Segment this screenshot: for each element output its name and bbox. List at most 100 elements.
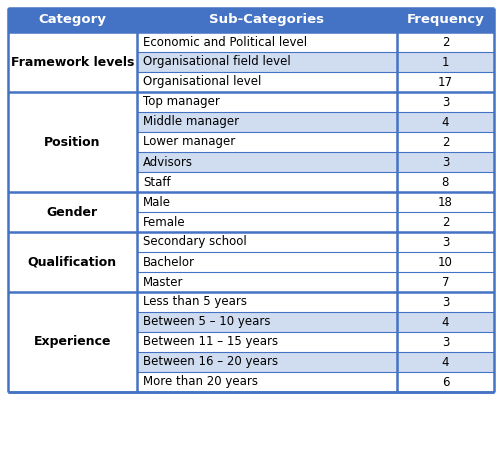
Text: Male: Male	[142, 195, 170, 208]
Text: 4: 4	[441, 355, 448, 368]
Bar	[396, 312, 493, 332]
Bar	[396, 72, 493, 92]
Text: 18: 18	[437, 195, 452, 208]
Bar	[136, 252, 396, 272]
Bar	[136, 132, 396, 152]
Text: 3: 3	[441, 156, 448, 169]
Text: 2: 2	[441, 36, 448, 49]
Bar	[8, 172, 136, 192]
Bar	[136, 312, 396, 332]
Bar	[8, 72, 136, 92]
Text: Between 5 – 10 years: Between 5 – 10 years	[142, 316, 270, 328]
Bar	[396, 172, 493, 192]
Text: Position: Position	[44, 135, 100, 148]
Bar	[396, 132, 493, 152]
Bar	[136, 112, 396, 132]
Bar	[136, 272, 396, 292]
Bar	[136, 92, 396, 112]
Bar	[136, 52, 396, 72]
Bar	[8, 252, 136, 272]
Bar	[396, 372, 493, 392]
Text: 1: 1	[441, 55, 448, 69]
Text: Organisational field level: Organisational field level	[142, 55, 290, 69]
Text: 3: 3	[441, 96, 448, 109]
Bar	[8, 152, 136, 172]
Text: Advisors: Advisors	[142, 156, 192, 169]
Bar	[8, 92, 136, 112]
Text: 3: 3	[441, 336, 448, 349]
Bar	[8, 8, 136, 32]
Bar	[136, 212, 396, 232]
Bar	[136, 152, 396, 172]
Text: 8: 8	[441, 175, 448, 189]
Bar	[396, 272, 493, 292]
Bar	[8, 212, 136, 232]
Bar	[8, 352, 136, 372]
Bar	[396, 192, 493, 212]
Bar	[136, 72, 396, 92]
Text: 2: 2	[441, 135, 448, 148]
Text: Secondary school: Secondary school	[142, 235, 246, 249]
Text: 4: 4	[441, 316, 448, 328]
Text: 3: 3	[441, 295, 448, 308]
Text: Bachelor: Bachelor	[142, 256, 194, 268]
Text: Less than 5 years: Less than 5 years	[142, 295, 246, 308]
Text: 6: 6	[441, 376, 448, 388]
Bar	[396, 332, 493, 352]
Text: Gender: Gender	[47, 206, 98, 218]
Bar	[136, 32, 396, 52]
Bar	[136, 232, 396, 252]
Text: 3: 3	[441, 235, 448, 249]
Text: Frequency: Frequency	[406, 14, 483, 27]
Bar	[396, 232, 493, 252]
Text: 4: 4	[441, 115, 448, 129]
Bar	[396, 112, 493, 132]
Bar	[8, 232, 136, 292]
Text: Master: Master	[142, 276, 183, 289]
Bar	[8, 192, 136, 232]
Text: Middle manager: Middle manager	[142, 115, 238, 129]
Bar	[396, 352, 493, 372]
Text: Category: Category	[39, 14, 106, 27]
Bar	[396, 292, 493, 312]
Bar	[8, 332, 136, 352]
Text: Experience: Experience	[34, 336, 111, 349]
Text: 17: 17	[437, 75, 452, 88]
Text: More than 20 years: More than 20 years	[142, 376, 258, 388]
Bar	[136, 372, 396, 392]
Text: 10: 10	[437, 256, 452, 268]
Bar	[8, 292, 136, 392]
Bar	[396, 152, 493, 172]
Text: 2: 2	[441, 216, 448, 229]
Bar	[8, 232, 136, 252]
Bar	[396, 252, 493, 272]
Bar	[136, 192, 396, 212]
Bar	[8, 52, 136, 72]
Bar	[8, 292, 136, 312]
Bar	[8, 132, 136, 152]
Bar	[396, 32, 493, 52]
Bar	[136, 332, 396, 352]
Bar	[136, 8, 396, 32]
Bar	[396, 52, 493, 72]
Bar	[136, 292, 396, 312]
Bar	[8, 32, 136, 52]
Text: Female: Female	[142, 216, 185, 229]
Text: Between 16 – 20 years: Between 16 – 20 years	[142, 355, 278, 368]
Text: Top manager: Top manager	[142, 96, 219, 109]
Bar	[8, 372, 136, 392]
Text: Framework levels: Framework levels	[11, 55, 134, 69]
Bar	[8, 272, 136, 292]
Bar	[396, 212, 493, 232]
Text: Qualification: Qualification	[28, 256, 117, 268]
Bar	[8, 312, 136, 332]
Text: 7: 7	[441, 276, 448, 289]
Bar	[8, 32, 136, 92]
Text: Sub-Categories: Sub-Categories	[209, 14, 324, 27]
Bar	[136, 172, 396, 192]
Bar	[8, 92, 136, 192]
Bar	[396, 8, 493, 32]
Text: Economic and Political level: Economic and Political level	[142, 36, 306, 49]
Bar	[8, 192, 136, 212]
Text: Staff: Staff	[142, 175, 170, 189]
